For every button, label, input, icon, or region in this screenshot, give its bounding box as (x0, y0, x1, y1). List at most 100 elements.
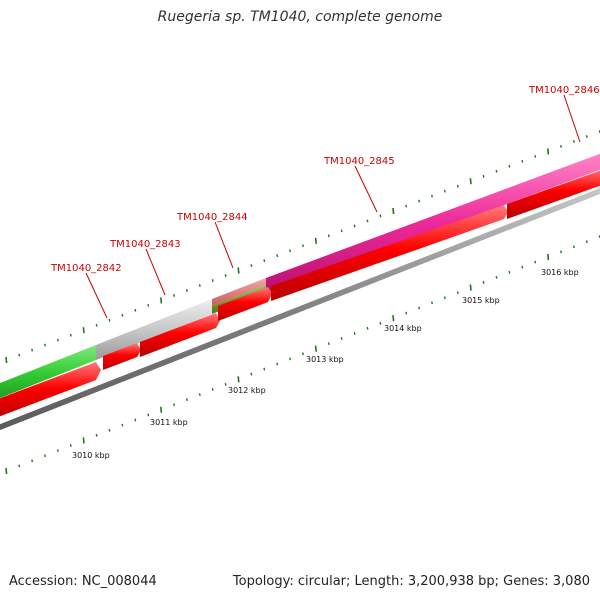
tick-mark (379, 214, 382, 218)
tick-mark (560, 145, 562, 148)
tick-mark (185, 398, 188, 402)
tick-mark (95, 323, 98, 327)
tick-mark (276, 362, 279, 366)
tick-mark (327, 234, 330, 238)
tick-mark (392, 207, 395, 215)
tick-mark (173, 403, 175, 407)
tick-mark (237, 376, 240, 383)
tick-mark (276, 254, 279, 258)
tick-mark (198, 284, 201, 287)
cds-arrow (218, 287, 272, 321)
tick-mark (250, 264, 253, 268)
tick-mark (560, 250, 562, 254)
tick-mark (443, 296, 446, 300)
tick-mark (211, 279, 214, 282)
tick-mark (198, 393, 201, 396)
genome-stats-text: Topology: circular; Length: 3,200,938 bp… (232, 574, 590, 589)
tick-mark (160, 297, 163, 304)
tick-mark (69, 444, 72, 447)
inner-tick-marks (5, 235, 600, 475)
tick-mark (469, 178, 472, 185)
kbp-label: 3011 kbp (150, 418, 188, 427)
gene-label: TM1040_2845 (323, 156, 395, 167)
outer-tick-marks (5, 130, 600, 364)
tick-mark (456, 291, 459, 295)
tick-mark (121, 313, 124, 317)
kbp-label: 3014 kbp (384, 324, 422, 333)
cds-arrow (140, 313, 220, 357)
gene-label: TM1040_2844 (176, 212, 248, 223)
cds-arrow (271, 205, 508, 301)
tick-mark (585, 135, 588, 138)
tick-mark (44, 454, 46, 458)
tick-mark (5, 467, 8, 475)
tick-mark (534, 154, 537, 158)
tick-mark (250, 372, 253, 376)
tick-mark (431, 194, 433, 198)
cds-arrow (507, 170, 600, 219)
gene-label: TM1040_2846 (528, 85, 600, 96)
tick-mark (82, 437, 85, 444)
tick-mark (289, 357, 292, 361)
tick-mark (224, 274, 227, 277)
tick-mark (327, 342, 330, 346)
tick-mark (147, 303, 150, 307)
tick-mark (134, 308, 137, 312)
kbp-label: 3012 kbp (228, 386, 266, 395)
tick-mark (418, 199, 421, 203)
tick-mark (572, 245, 575, 249)
tick-mark (263, 367, 266, 371)
tick-mark (392, 315, 395, 322)
tick-mark (5, 356, 8, 364)
tick-mark (185, 289, 188, 292)
tick-mark (366, 219, 369, 223)
tick-mark (353, 332, 356, 335)
kbp-labels: 3010 kbp 3011 kbp 3012 kbp 3013 kbp 3014… (72, 268, 579, 460)
tick-mark (508, 164, 511, 168)
tick-mark (418, 306, 421, 310)
tick-mark (508, 270, 511, 274)
tick-mark (263, 259, 266, 263)
gene-label-lines (85, 94, 581, 319)
tick-mark (224, 382, 227, 386)
tick-mark (405, 204, 408, 208)
tick-mark (469, 284, 472, 291)
tick-mark (482, 281, 485, 284)
gene-2843-block (96, 299, 212, 360)
tick-mark (95, 433, 98, 437)
accession-text: Accession: NC_008044 (9, 574, 157, 589)
tick-mark (134, 418, 137, 422)
gene-label: TM1040_2843 (109, 239, 181, 250)
tick-mark (18, 353, 21, 357)
tick-mark (482, 174, 485, 178)
tick-mark (379, 321, 382, 325)
tick-mark (108, 318, 111, 322)
tick-mark (82, 327, 85, 334)
tick-mark (211, 388, 214, 391)
tick-mark (353, 224, 356, 228)
kbp-label: 3010 kbp (72, 451, 110, 460)
tick-mark (121, 423, 124, 427)
tick-mark (495, 169, 498, 173)
tick-mark (18, 464, 21, 468)
tick-mark (160, 406, 163, 413)
tick-mark (237, 267, 240, 274)
tick-mark (289, 249, 292, 253)
tick-mark (173, 294, 175, 297)
tick-mark (572, 140, 575, 143)
cds-arrow (103, 343, 141, 370)
tick-mark (56, 338, 59, 342)
cds-track (0, 170, 600, 417)
tick-mark (534, 260, 537, 264)
tick-mark (495, 275, 498, 279)
tick-mark (521, 265, 524, 269)
tick-mark (44, 343, 46, 347)
tick-mark (521, 159, 524, 163)
tick-mark (314, 345, 317, 352)
gene-2842-block (0, 345, 96, 399)
kbp-label: 3013 kbp (306, 355, 344, 364)
tick-mark (585, 240, 588, 244)
tick-mark (69, 333, 72, 337)
tick-mark (456, 184, 459, 188)
